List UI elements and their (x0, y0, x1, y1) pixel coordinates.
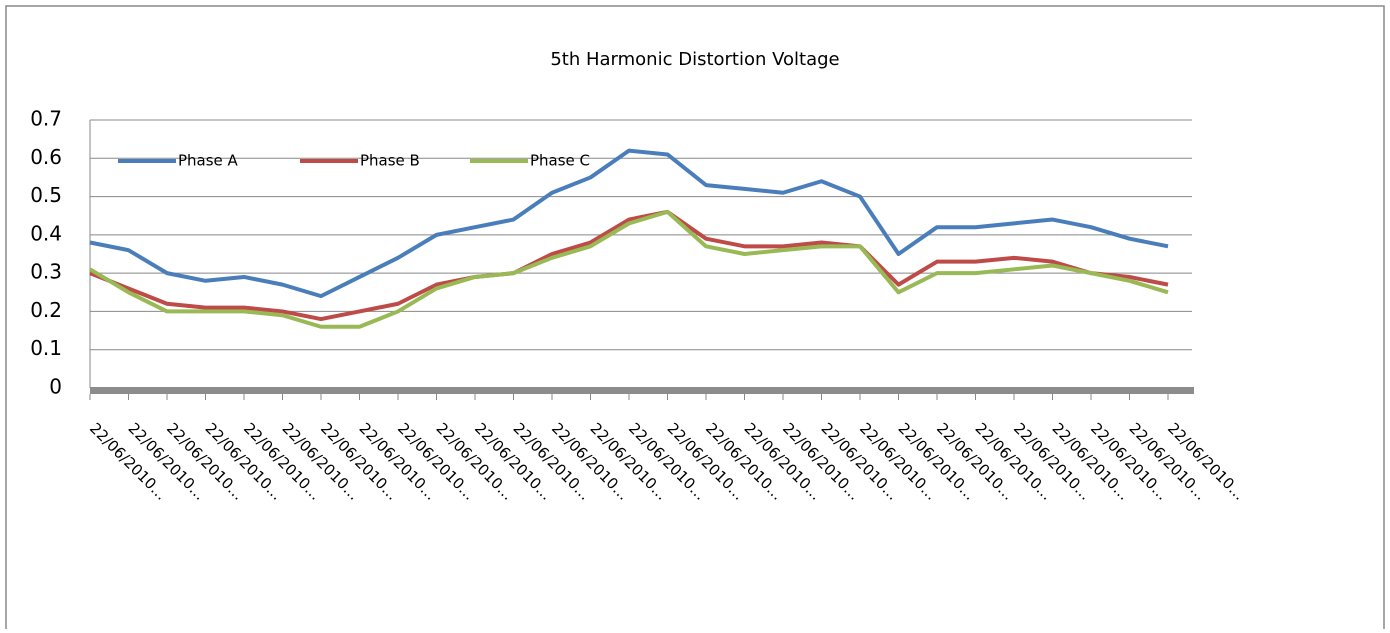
series-line (89, 209, 1169, 322)
y-tick-label: 0 (49, 375, 62, 399)
legend-label: Phase B (360, 152, 420, 170)
y-tick-label: 0.4 (30, 221, 62, 245)
legend-label: Phase A (178, 152, 239, 170)
chart-border (5, 5, 1385, 633)
legend-label: Phase C (530, 152, 590, 170)
y-tick-label: 0.3 (30, 260, 62, 284)
y-tick-label: 0.7 (30, 107, 62, 131)
x-axis (90, 387, 1194, 394)
y-tick-label: 0.2 (30, 298, 62, 322)
y-tick-label: 0.5 (30, 183, 62, 207)
series-line (88, 209, 1169, 329)
y-tick-label: 0.1 (30, 336, 62, 360)
chart-title: 5th Harmonic Distortion Voltage (550, 49, 839, 70)
series-line (89, 148, 1169, 299)
y-tick-label: 0.6 (30, 145, 62, 169)
